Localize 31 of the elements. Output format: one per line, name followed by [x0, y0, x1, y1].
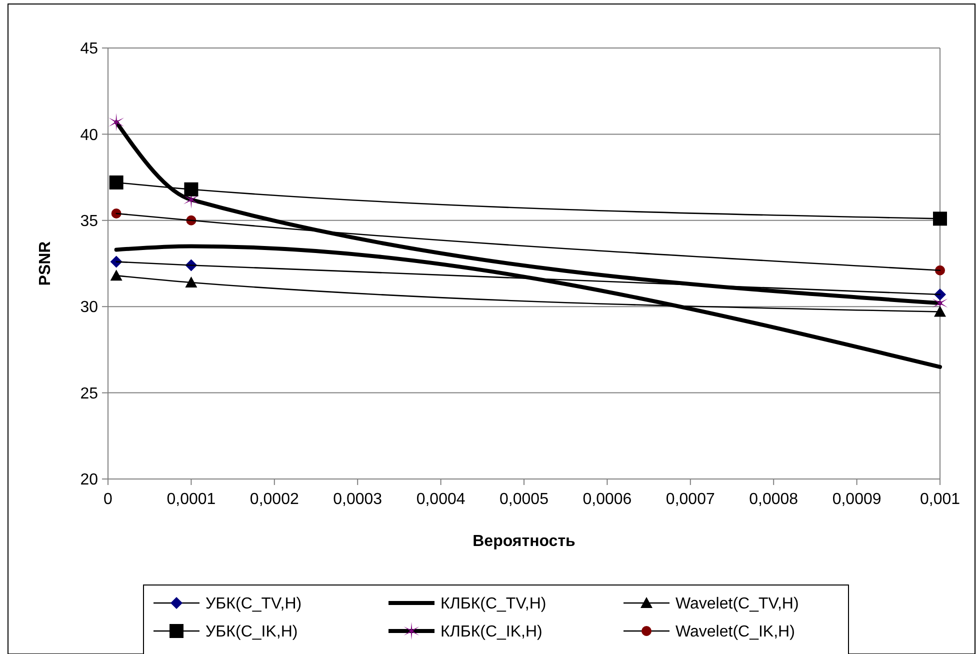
y-tick-label: 30 [80, 299, 98, 316]
x-tick-label: 0 [104, 491, 113, 508]
point [108, 113, 124, 132]
y-axis-title: PSNR [37, 240, 54, 286]
x-tick-label: 0,0009 [832, 491, 882, 508]
legend-label: Wavelet(C_IK,H) [676, 624, 795, 641]
legend-label: Wavelet(C_TV,H) [676, 596, 799, 613]
x-tick-label: 0,0006 [582, 491, 632, 508]
x-tick-label: 0,0005 [500, 491, 549, 508]
point [184, 182, 198, 196]
y-tick-label: 25 [80, 385, 98, 402]
y-tick-label: 35 [80, 213, 98, 230]
legend-label: УБК(C_IK,H) [206, 624, 298, 641]
x-tick-label: 0,0001 [166, 491, 216, 508]
y-tick-label: 40 [80, 126, 98, 144]
x-tick-label: 0,001 [920, 491, 960, 508]
legend-label: КЛБК(C_TV,H) [440, 596, 546, 613]
y-tick-label: 45 [80, 40, 98, 58]
point [934, 306, 946, 317]
legend-label: КЛБК(C_IK,H) [440, 624, 542, 641]
y-tick-label: 20 [80, 472, 98, 489]
point [933, 212, 947, 226]
x-tick-label: 0,0003 [333, 491, 382, 508]
x-tick-label: 0,0002 [250, 491, 299, 508]
x-tick-label: 0,0008 [749, 491, 798, 508]
x-tick-label: 0,0007 [666, 491, 715, 508]
x-axis-title: Вероятность [472, 533, 576, 550]
point [110, 270, 122, 281]
x-tick-label: 0,0004 [416, 491, 466, 508]
point [109, 175, 124, 190]
legend-label: УБК(C_TV,H) [206, 596, 302, 613]
